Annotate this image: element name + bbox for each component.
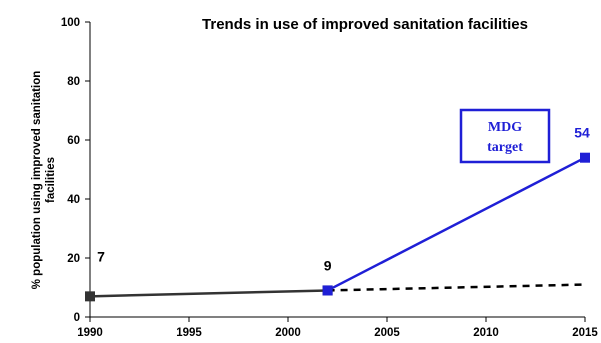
x-tick-label: 1990	[77, 327, 103, 339]
x-tick-label: 1995	[176, 327, 202, 339]
mdg-target-line-2: target	[487, 140, 523, 155]
y-tick-label: 40	[67, 194, 80, 206]
axes: 0 20 40 60 80 100 1990 1995 2000 2005 2010 2015	[61, 17, 599, 339]
mdg-target-line-1: MDG	[488, 120, 522, 135]
series-line-3	[327, 156, 586, 292]
data-label: 54	[574, 125, 590, 141]
mdg-target-annotation: MDG target	[459, 108, 551, 164]
data-labels: 7 9 54	[97, 125, 590, 274]
series-1-point-marker	[85, 291, 95, 302]
x-tick-label: 2005	[374, 327, 400, 339]
series-group	[85, 152, 590, 302]
y-tick-label: 80	[67, 76, 80, 88]
x-tick-label: 2010	[473, 327, 499, 339]
y-tick-label: 100	[61, 17, 80, 29]
series-3-point-marker	[580, 152, 590, 163]
mdg-target-box	[459, 108, 551, 164]
x-tick-label: 2015	[572, 327, 598, 339]
y-tick-label: 60	[67, 135, 80, 147]
y-axis-label: % population using improved sanitation f…	[31, 71, 57, 290]
series-3-point-marker	[322, 285, 333, 296]
series-line-1	[89, 289, 328, 298]
chart-title: Trends in use of improved sanitation fac…	[202, 16, 528, 33]
x-tick-label: 2000	[275, 327, 301, 339]
y-tick-label: 20	[67, 253, 80, 265]
data-label: 7	[97, 248, 105, 264]
data-label: 9	[324, 257, 332, 273]
y-tick-label: 0	[74, 312, 80, 324]
y-axis-label-line-2: facilities	[45, 157, 57, 203]
series-line-2	[327, 283, 586, 292]
y-axis-label-line-1: % population using improved sanitation	[31, 71, 43, 290]
